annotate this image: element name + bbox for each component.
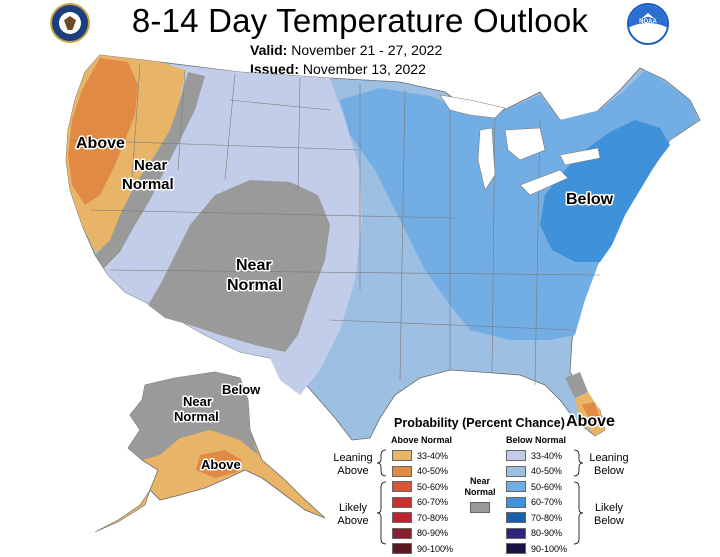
below-60-northeast-region	[540, 120, 670, 262]
below-swatch	[506, 512, 526, 523]
noaa-logo-bird-icon	[641, 13, 655, 19]
probability-legend: Probability (Percent Chance) Above Norma…	[326, 412, 646, 554]
label-above-florida: Above	[566, 413, 615, 430]
above-bin-label: 90-100%	[417, 543, 454, 554]
above-swatch	[392, 496, 412, 508]
leaning-above-line2: Above	[337, 465, 369, 477]
brace-likely-above	[376, 481, 387, 545]
legend-title: Probability (Percent Chance)	[394, 416, 565, 430]
below-swatch	[506, 450, 526, 461]
above-bin-label: 70-80%	[417, 512, 449, 523]
leaning-above-line1: Leaning	[333, 452, 373, 464]
valid-line: Valid: November 21 - 27, 2022	[250, 42, 442, 58]
great-lakes-region	[439, 94, 601, 196]
noaa-logo: NOAA	[627, 3, 669, 45]
brace-likely-below	[573, 481, 584, 545]
label-alaska-near-1: Near	[183, 394, 212, 409]
legend-likely-below: Likely Below	[582, 502, 636, 528]
legend-leaning-above: Leaning Above	[326, 452, 380, 478]
likely-above-line2: Above	[337, 515, 369, 527]
above-swatch	[392, 543, 412, 554]
eagle-icon	[64, 16, 76, 30]
below-swatch	[506, 465, 526, 477]
leaning-below-line2: Below	[594, 465, 624, 477]
legend-below-header: Below Normal	[506, 435, 567, 445]
legend-near-normal: Near Normal	[460, 476, 500, 498]
valid-label: Valid:	[250, 42, 288, 58]
alaska-above-40-region	[196, 450, 242, 478]
below-bin-label: 90-100%	[531, 543, 568, 554]
issued-line: Issued: November 13, 2022	[250, 61, 426, 77]
near-normal-florida-region	[565, 372, 588, 398]
noaa-logo-text: NOAA	[639, 19, 657, 25]
alaska-peninsula-region	[94, 489, 151, 533]
legend-braces	[376, 449, 584, 545]
legend-leaning-below: Leaning Below	[582, 452, 636, 478]
label-alaska-below: Below	[222, 382, 261, 397]
below-swatch	[506, 527, 526, 539]
leaning-below-line1: Leaning	[589, 452, 629, 464]
likely-above-line1: Likely	[338, 502, 368, 514]
label-alaska-above: Above	[201, 457, 241, 472]
above-40-florida-region	[582, 402, 600, 424]
label-near-center-1: Near	[236, 257, 272, 274]
alaska-near-normal-region	[128, 372, 258, 460]
legend-above-header: Above Normal	[391, 435, 453, 445]
noaa-seal-logo	[50, 3, 90, 43]
label-below-east: Below	[566, 191, 614, 208]
label-near-west-1: Near	[134, 157, 168, 174]
above-swatch	[392, 481, 412, 492]
near-line1: Near	[469, 476, 490, 486]
issued-label: Issued:	[250, 61, 300, 77]
above-bin-label: 33-40%	[417, 450, 449, 461]
above-swatch	[392, 450, 412, 461]
brace-leaning-below	[573, 449, 584, 477]
below-bin-label: 33-40%	[531, 450, 563, 461]
above-swatch	[392, 512, 412, 523]
above-bin-label: 50-60%	[417, 481, 449, 492]
above-swatch	[392, 527, 412, 539]
valid-value: November 21 - 27, 2022	[291, 42, 443, 58]
near-normal-west-strip	[95, 72, 205, 268]
near-line2: Normal	[464, 487, 496, 497]
below-bin-label: 60-70%	[531, 497, 563, 507]
label-near-west-2: Normal	[122, 176, 174, 193]
below-bin-label: 40-50%	[531, 466, 563, 476]
legend-near-swatch	[470, 502, 490, 513]
likely-below-line1: Likely	[594, 502, 624, 514]
noaa-logo-wave	[629, 23, 667, 43]
below-bin-label: 70-80%	[531, 512, 563, 523]
above-40-west-coast-region	[68, 58, 138, 205]
brace-leaning-above	[376, 449, 387, 477]
below-bin-label: 50-60%	[531, 481, 563, 492]
below-bin-label: 80-90%	[531, 528, 563, 538]
issued-value: November 13, 2022	[302, 61, 426, 77]
likely-below-line2: Below	[594, 515, 624, 527]
label-alaska-near-2: Normal	[174, 409, 219, 424]
below-swatch	[506, 543, 526, 554]
near-normal-central-region	[148, 180, 330, 352]
below-swatch	[506, 481, 526, 492]
legend-likely-above: Likely Above	[326, 502, 380, 528]
label-near-center-2: Normal	[227, 277, 282, 294]
above-bin-label: 40-50%	[417, 466, 449, 476]
below-swatch	[506, 496, 526, 508]
label-above-west: Above	[76, 135, 125, 152]
above-swatch	[392, 465, 412, 477]
state-border-lines	[69, 63, 601, 386]
page-title: 8-14 Day Temperature Outlook	[131, 2, 589, 39]
above-bin-label: 80-90%	[417, 528, 449, 538]
above-bin-label: 60-70%	[417, 497, 449, 507]
